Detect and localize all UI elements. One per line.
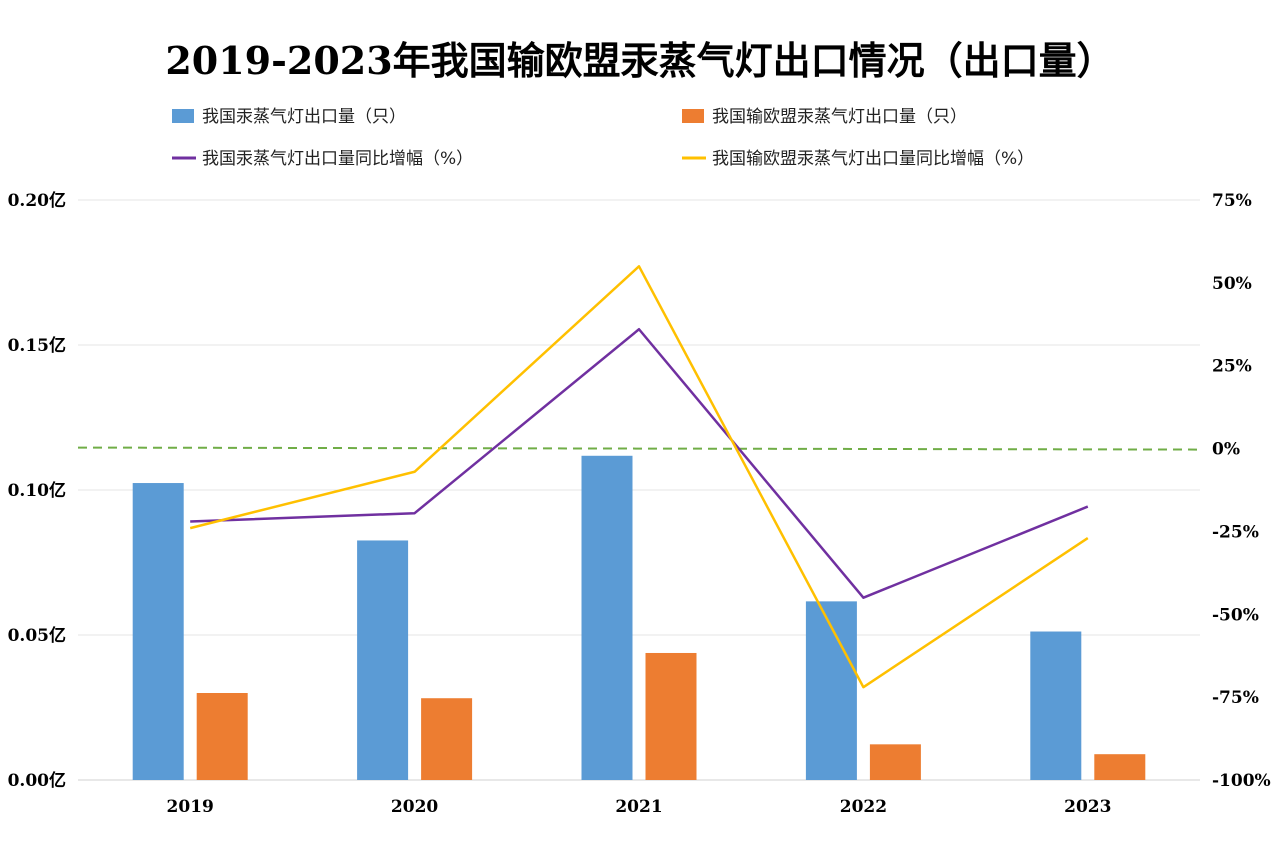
bar (1094, 754, 1146, 780)
legend-label: 我国汞蒸气灯出口量（只） (202, 107, 406, 127)
x-axis-tick-label: 2023 (1064, 797, 1111, 817)
legend-label: 我国汞蒸气灯出口量同比增幅（%） (202, 149, 473, 169)
chart-title: 2019-2023年我国输欧盟汞蒸气灯出口情况（出口量） (165, 38, 1115, 83)
legend-swatch (172, 109, 194, 123)
right-axis-tick-label: -50% (1212, 605, 1259, 625)
left-axis-tick-label: 0.00亿 (8, 770, 66, 791)
right-axis-tick-label: 75% (1212, 191, 1252, 211)
left-axis-tick-label: 0.10亿 (8, 480, 66, 501)
bar (357, 540, 409, 780)
left-axis-tick-label: 0.15亿 (8, 335, 66, 356)
right-axis-tick-label: 25% (1212, 357, 1252, 377)
bar (132, 483, 184, 780)
right-axis-tick-label: -75% (1212, 688, 1259, 708)
x-axis-tick-label: 2020 (391, 797, 438, 817)
legend-swatch (682, 109, 704, 123)
bar (581, 455, 633, 780)
legend-label: 我国输欧盟汞蒸气灯出口量同比增幅（%） (712, 149, 1034, 169)
right-axis-tick-label: 50% (1212, 274, 1252, 294)
right-axis-tick-label: -25% (1212, 522, 1259, 542)
x-axis-tick-label: 2019 (167, 797, 214, 817)
series-line (189, 265, 1089, 689)
bar (1030, 631, 1082, 780)
bar (869, 744, 921, 780)
left-axis-tick-label: 0.05亿 (8, 625, 66, 646)
left-axis-tick-label: 0.20亿 (8, 190, 66, 211)
bar (805, 601, 857, 780)
bar (196, 693, 248, 780)
right-axis-tick-label: 0% (1212, 440, 1240, 460)
x-axis-tick-label: 2021 (615, 797, 662, 817)
zero-reference-line (77, 446, 1201, 451)
legend-label: 我国输欧盟汞蒸气灯出口量（只） (712, 107, 967, 127)
bar (645, 652, 697, 780)
series-line (190, 328, 1089, 599)
x-axis-tick-label: 2022 (840, 797, 887, 817)
right-axis-tick-label: -100% (1212, 771, 1271, 791)
bar (421, 698, 473, 780)
